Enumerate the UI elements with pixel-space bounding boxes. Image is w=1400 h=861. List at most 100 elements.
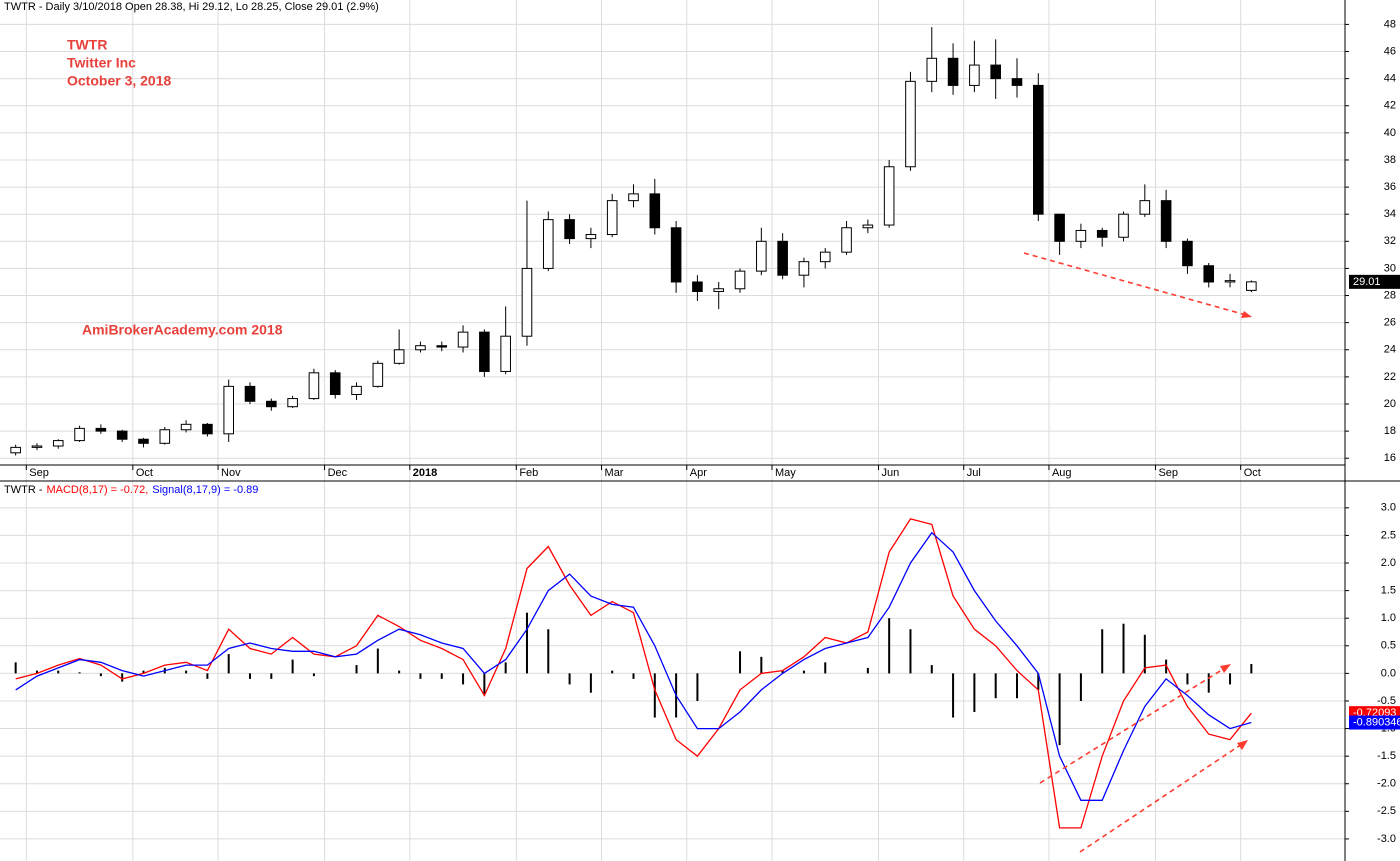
candle-body [606, 200, 618, 236]
candle-body [372, 362, 384, 387]
candle-body [1075, 229, 1087, 242]
x-tick-label: Apr [690, 467, 707, 479]
candle-body [905, 80, 916, 168]
chart-title: TWTR - Daily 3/10/2018 Open 28.38, Hi 29… [4, 1, 379, 13]
candle-body [138, 438, 149, 444]
last-value-label: -0.890346 [1353, 716, 1400, 728]
y-tick-label: -2.0 [1377, 778, 1396, 790]
annotation: TWTR [67, 37, 107, 53]
y-tick-label: -0.5 [1377, 695, 1396, 707]
candle-body [713, 288, 725, 292]
x-tick-label: Sep [1158, 467, 1178, 479]
x-tick-label: Feb [519, 467, 538, 479]
y-tick-label: 24 [1384, 344, 1396, 356]
candle-body [692, 281, 703, 292]
arrow-head [1241, 311, 1252, 318]
y-tick-label: 1.0 [1381, 612, 1396, 624]
x-tick-label: 2018 [413, 467, 437, 479]
y-tick-label: -1.5 [1377, 750, 1396, 762]
y-tick-label: 34 [1384, 208, 1396, 220]
y-tick-label: 40 [1384, 127, 1396, 139]
candle-body [10, 446, 21, 454]
candle-body [756, 240, 767, 272]
y-tick-label: 42 [1384, 100, 1396, 112]
y-tick-label: -3.0 [1377, 833, 1396, 845]
candle-body [947, 57, 959, 86]
y-tick-label: 30 [1384, 262, 1396, 274]
last-value-label: 29.01 [1353, 276, 1381, 288]
y-tick-label: 38 [1384, 154, 1396, 166]
candle-body [819, 251, 831, 263]
y-tick-label: 0.5 [1381, 640, 1396, 652]
y-tick-label: 2.5 [1381, 529, 1396, 541]
y-tick-label: 22 [1384, 371, 1396, 383]
candle-body [95, 427, 107, 432]
candle-body [287, 398, 298, 408]
candle-body [266, 400, 277, 408]
candle-body [244, 385, 256, 402]
candle-body [990, 64, 1001, 80]
x-tick-label: Nov [221, 467, 241, 479]
trend-line [1039, 667, 1226, 784]
candle-body [479, 331, 490, 372]
candle-body [926, 57, 938, 82]
candle-body [1160, 200, 1172, 242]
x-tick-label: Aug [1052, 467, 1072, 479]
series-line [15, 531, 1252, 801]
arrow-heads [1220, 311, 1252, 750]
candle-body [1096, 229, 1108, 238]
candle-body [52, 440, 64, 447]
trend-arrows [1023, 252, 1247, 853]
x-tick-label: Mar [605, 467, 624, 479]
x-tick-label: Dec [328, 467, 348, 479]
candle-body [329, 372, 341, 396]
candle-body [841, 227, 852, 253]
candle-body [457, 331, 469, 348]
y-tick-label: 2.0 [1381, 557, 1396, 569]
y-tick-label: 46 [1384, 45, 1396, 57]
candle-body [521, 267, 533, 337]
candle-body [223, 385, 234, 435]
candle-body [564, 219, 575, 240]
panel-title: Signal(8,17,9) = -0.89 [152, 484, 258, 496]
candle-body [202, 423, 213, 435]
candle-body [542, 219, 554, 269]
candle-body [777, 240, 788, 276]
x-tick-label: Oct [136, 467, 153, 479]
candle-body [628, 193, 639, 202]
y-tick-label: 0.0 [1381, 667, 1396, 679]
arrow-head [1237, 740, 1248, 750]
candle-body [969, 64, 980, 86]
y-tick-label: -2.5 [1377, 805, 1396, 817]
candle-body [116, 430, 128, 440]
candle-body [1224, 280, 1236, 283]
candle-body [1139, 200, 1151, 215]
candle-body [1246, 281, 1257, 291]
candle-body [1182, 240, 1193, 267]
candle-body [500, 335, 511, 372]
last-value-tag [1349, 715, 1400, 730]
candle-body [862, 224, 874, 229]
last-value-tag [1349, 274, 1400, 289]
y-tick-label: 18 [1384, 425, 1396, 437]
y-tick-label: 20 [1384, 398, 1396, 410]
mark-layer [10, 27, 1257, 829]
trend-line [1023, 252, 1247, 316]
panel-title: MACD(8,17) = -0.72, [46, 484, 148, 496]
candle-body [1203, 265, 1215, 283]
candle-body [734, 270, 746, 290]
y-tick-label: 32 [1384, 235, 1396, 247]
annotation: October 3, 2018 [67, 73, 171, 89]
panel-title: TWTR - [4, 484, 43, 496]
candle-body [74, 427, 85, 442]
candle-body [585, 234, 597, 240]
series-line [15, 518, 1252, 829]
candle-body [883, 166, 895, 226]
y-tick-label: 16 [1384, 452, 1396, 464]
candle-body [31, 445, 43, 448]
y-tick-label: 1.5 [1381, 585, 1396, 597]
watermark: AmiBrokerAcademy.com 2018 [82, 322, 283, 338]
annotation: Twitter Inc [67, 55, 136, 71]
candle-body [393, 349, 405, 364]
candle-body [308, 372, 320, 400]
